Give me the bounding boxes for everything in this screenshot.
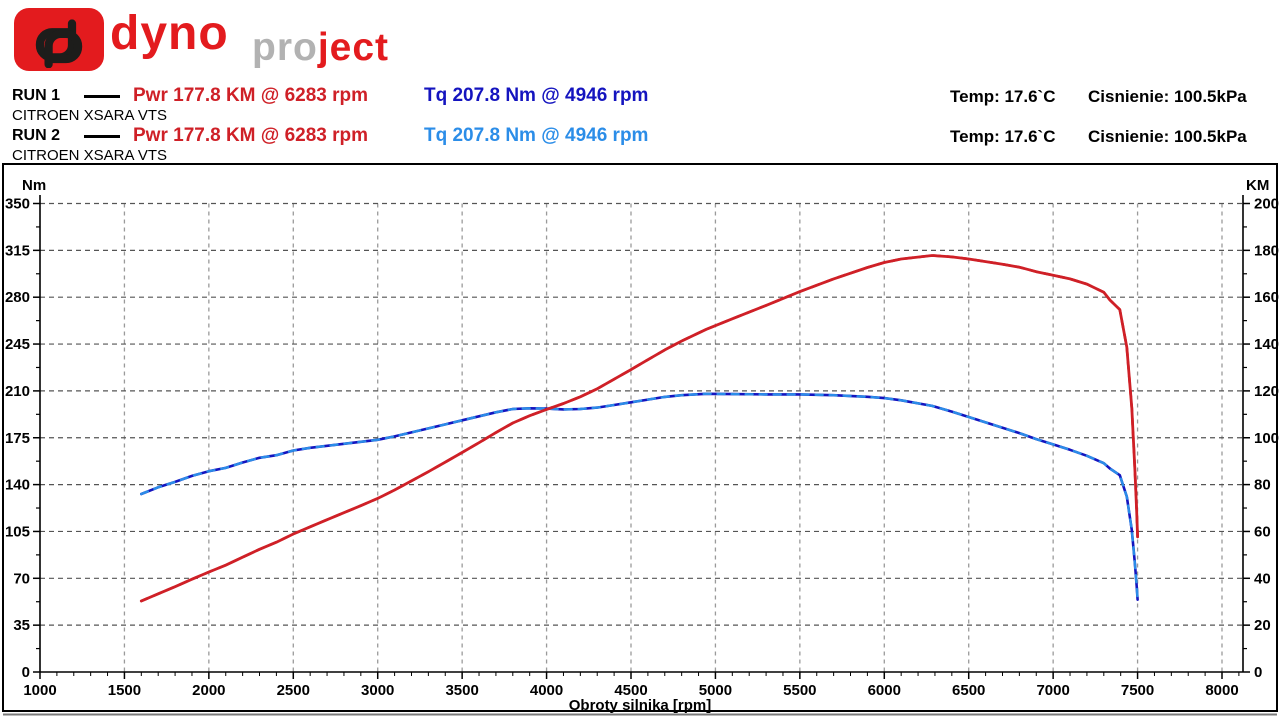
tick-label-x-5000: 5000: [699, 682, 732, 699]
tick-label-right-140: 140: [1254, 336, 1279, 353]
tick-label-right-160: 160: [1254, 289, 1279, 306]
logo-word-pro: pro: [252, 26, 318, 69]
run2-torque-value: Tq 207.8 Nm @ 4946 rpm: [424, 125, 649, 146]
logo-word-project: project: [252, 28, 389, 67]
x-axis-title: Obroty silnika [rpm]: [568, 697, 712, 714]
tick-label-x-3500: 3500: [445, 682, 478, 699]
tick-label-right-180: 180: [1254, 242, 1279, 259]
run1-power-value: Pwr 177.8 KM @ 6283 rpm: [133, 85, 369, 106]
run2-temperature: Temp: 17.6`C: [950, 127, 1056, 146]
tick-label-x-4000: 4000: [530, 682, 563, 699]
tick-label-right-60: 60: [1254, 523, 1271, 540]
tick-label-right-20: 20: [1254, 617, 1271, 634]
tick-label-right-0: 0: [1254, 664, 1262, 681]
logo-word-ject: ject: [317, 26, 390, 69]
tick-label-x-2500: 2500: [277, 682, 310, 699]
tick-label-left-245: 245: [5, 336, 30, 353]
run2-power-value: Pwr 177.8 KM @ 6283 rpm: [133, 125, 369, 146]
dp-logo-icon: [35, 18, 83, 68]
run1-temperature: Temp: 17.6`C: [950, 87, 1056, 106]
tick-label-x-1000: 1000: [23, 682, 56, 699]
run2-label: RUN 2: [12, 127, 61, 144]
tick-label-left-70: 70: [13, 570, 30, 587]
tick-label-left-350: 350: [5, 196, 30, 213]
tick-label-left-35: 35: [13, 617, 30, 634]
tick-label-left-0: 0: [22, 664, 30, 681]
tick-label-x-3000: 3000: [361, 682, 394, 699]
tick-label-left-280: 280: [5, 289, 30, 306]
tick-label-right-100: 100: [1254, 430, 1279, 447]
left-axis-unit-label: Nm: [22, 177, 47, 194]
tick-label-x-7000: 7000: [1036, 682, 1069, 699]
tick-label-right-40: 40: [1254, 570, 1271, 587]
run2-vehicle-name: CITROEN XSARA VTS: [12, 147, 168, 164]
tick-label-right-80: 80: [1254, 477, 1271, 494]
tick-label-x-6000: 6000: [868, 682, 901, 699]
tick-label-x-4500: 4500: [614, 682, 647, 699]
right-axis-unit-label: KM: [1246, 177, 1270, 194]
tick-label-left-140: 140: [5, 477, 30, 494]
run2-line-swatch: [84, 135, 120, 138]
logo-word-dyno: dyno: [110, 7, 229, 60]
run1-torque-value: Tq 207.8 Nm @ 4946 rpm: [424, 85, 649, 106]
tick-label-left-210: 210: [5, 383, 30, 400]
run2-pressure: Cisnienie: 100.5kPa: [1088, 127, 1247, 146]
dynoproject-logo-mark: [14, 8, 104, 71]
run1-pressure: Cisnienie: 100.5kPa: [1088, 87, 1247, 106]
tick-label-left-105: 105: [5, 523, 30, 540]
chart-panel-border: [2, 163, 1278, 712]
tick-label-left-315: 315: [5, 242, 30, 259]
tick-label-left-175: 175: [5, 430, 30, 447]
run1-label: RUN 1: [12, 87, 61, 104]
tick-label-x-1500: 1500: [108, 682, 141, 699]
run1-line-swatch: [84, 95, 120, 98]
tick-label-x-8000: 8000: [1205, 682, 1238, 699]
curve-run-2-tq-nm-: [140, 392, 1139, 601]
tick-label-x-7500: 7500: [1121, 682, 1154, 699]
tick-label-x-6500: 6500: [952, 682, 985, 699]
tick-label-right-120: 120: [1254, 383, 1279, 400]
tick-label-x-2000: 2000: [192, 682, 225, 699]
tick-label-x-5500: 5500: [783, 682, 816, 699]
curve-run-2-pwr-km-: [140, 254, 1139, 603]
tick-label-right-200: 200: [1254, 196, 1279, 213]
run1-vehicle-name: CITROEN XSARA VTS: [12, 107, 168, 124]
